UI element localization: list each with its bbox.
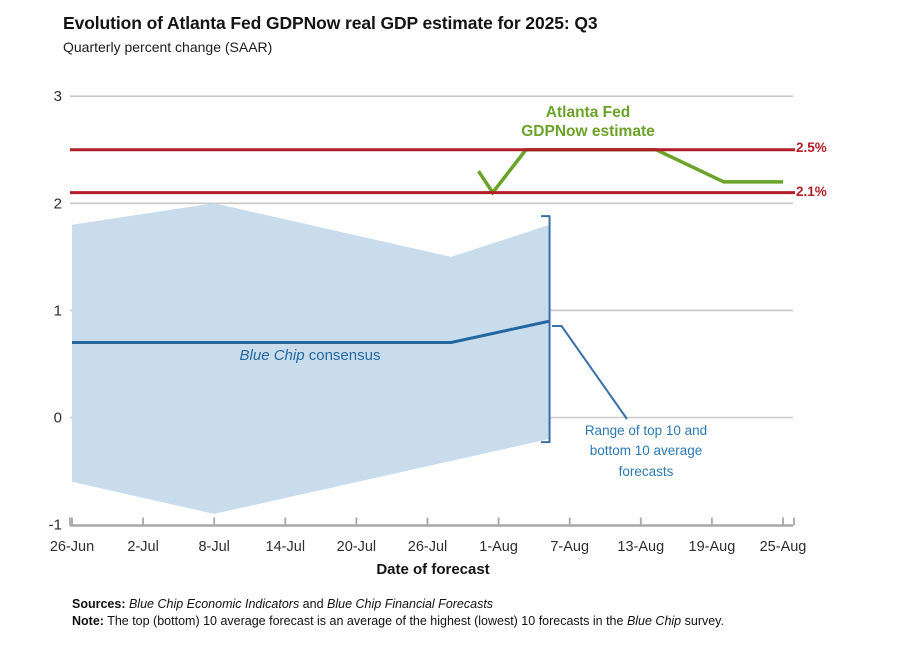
x-tick-label: 20-Jul: [337, 539, 377, 555]
x-tick-label: 7-Aug: [550, 539, 589, 555]
x-tick-label: 2-Jul: [127, 539, 158, 555]
x-tick-label: 8-Jul: [198, 539, 229, 555]
range-annotation-label: Range of top 10 and bottom 10 average fo…: [584, 423, 708, 479]
y-tick-label: -1: [49, 517, 62, 534]
x-tick-label: 1-Aug: [479, 539, 518, 555]
x-tick-label: 14-Jul: [266, 539, 306, 555]
y-tick-label: 1: [54, 302, 62, 319]
note-text-1: The top (bottom) 10 average forecast is …: [103, 614, 627, 628]
note-text-2: survey.: [681, 614, 724, 628]
x-tick-label: 25-Aug: [760, 539, 807, 555]
forecast-range-band: [72, 203, 550, 514]
range-callout-line: [552, 325, 628, 420]
reference-line-label-low: 2.1%: [796, 184, 827, 199]
x-tick-label: 13-Aug: [617, 539, 664, 555]
x-tick-label: 26-Jul: [408, 539, 448, 555]
chart-subtitle: Quarterly percent change (SAAR): [63, 39, 273, 55]
sources-line: Sources: Blue Chip Economic Indicators a…: [72, 597, 493, 611]
consensus-line: [72, 319, 550, 344]
consensus-label-rest-part: consensus: [304, 347, 381, 364]
sources-prefix: Sources:: [72, 597, 126, 611]
x-tick-label: 19-Aug: [689, 539, 736, 555]
gdpnow-series-label: Atlanta Fed GDPNow estimate: [521, 104, 655, 141]
note-italic: Blue Chip: [626, 614, 682, 628]
sources-italic-1: Blue Chip Economic Indicators: [125, 597, 300, 611]
y-tick-label: 0: [54, 410, 62, 427]
consensus-label-italic-part: Blue Chip: [239, 347, 305, 364]
sources-italic-2: Blue Chip Financial Forecasts: [327, 597, 494, 611]
chart-title: Evolution of Atlanta Fed GDPNow real GDP…: [63, 13, 598, 33]
consensus-series-label: Blue Chip consensus: [205, 347, 415, 364]
y-tick-label: 3: [54, 88, 62, 105]
x-axis-title: Date of forecast: [376, 561, 490, 578]
note-prefix: Note:: [72, 614, 104, 628]
x-tick-label: 26-Jun: [50, 539, 94, 555]
range-bracket: [541, 215, 551, 444]
sources-mid: and: [299, 597, 328, 611]
y-tick-label: 2: [54, 195, 62, 212]
reference-line-label-high: 2.5%: [796, 140, 827, 155]
gdpnow-line: [477, 148, 783, 196]
note-line: Note: The top (bottom) 10 average foreca…: [72, 614, 724, 628]
